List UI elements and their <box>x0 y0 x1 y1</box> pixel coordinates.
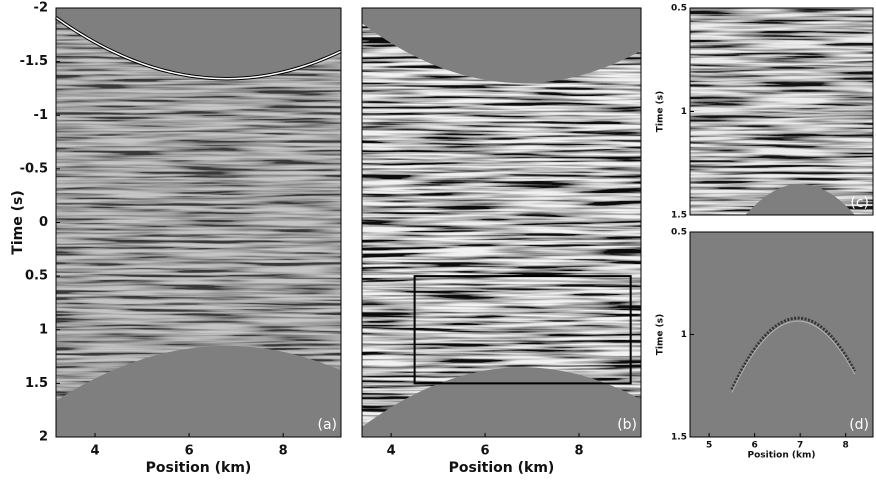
x-axis-label: Position (km) <box>748 451 816 461</box>
y-tick-label: 1 <box>39 322 48 337</box>
seismic-texture <box>362 23 641 427</box>
panel-label: (d) <box>849 417 869 433</box>
seismic-event <box>731 320 856 393</box>
panel-label: (b) <box>617 417 637 433</box>
panel-label: (a) <box>317 417 337 433</box>
seismic-event <box>730 316 857 391</box>
seismic-texture <box>56 16 341 401</box>
x-tick-label: 6 <box>185 444 194 459</box>
y-tick-label: 2 <box>39 430 48 445</box>
x-tick-label: 8 <box>574 444 583 459</box>
y-tick-label: 1.5 <box>671 433 687 443</box>
first-break-line <box>55 16 342 80</box>
y-tick-label: 1.5 <box>671 211 687 221</box>
x-tick-label: 8 <box>843 441 849 451</box>
panel-label: (c) <box>850 195 869 211</box>
y-tick-label: -2 <box>34 1 48 16</box>
y-axis-label: Time (s) <box>10 190 26 254</box>
x-tick-label: 6 <box>481 444 490 459</box>
y-tick-label: 1 <box>681 107 687 117</box>
axes-frame <box>361 7 642 438</box>
y-tick-label: 0.5 <box>671 228 687 238</box>
y-tick-label: -0.5 <box>20 161 48 176</box>
y-tick-label: -1 <box>34 108 48 123</box>
seismic-texture <box>690 8 873 215</box>
x-tick-label: 6 <box>752 441 758 451</box>
x-tick-label: 4 <box>387 444 396 459</box>
zoom-box <box>413 275 632 385</box>
panel-background <box>690 232 873 437</box>
y-tick-label: 1.5 <box>25 376 48 391</box>
x-tick-label: 4 <box>91 444 100 459</box>
y-tick-label: 1 <box>681 330 687 340</box>
y-tick-label: 0.5 <box>25 269 48 284</box>
y-axis-label: Time (s) <box>656 314 666 355</box>
x-tick-label: 8 <box>279 444 288 459</box>
y-tick-label: 0 <box>39 215 48 230</box>
y-tick-label: -1.5 <box>20 54 48 69</box>
x-axis-label: Position (km) <box>146 460 252 476</box>
x-axis-label: Position (km) <box>449 460 555 476</box>
x-tick-label: 5 <box>706 441 712 451</box>
x-tick-label: 7 <box>797 441 803 451</box>
y-tick-label: 0.5 <box>671 4 687 14</box>
y-axis-label: Time (s) <box>656 91 666 132</box>
